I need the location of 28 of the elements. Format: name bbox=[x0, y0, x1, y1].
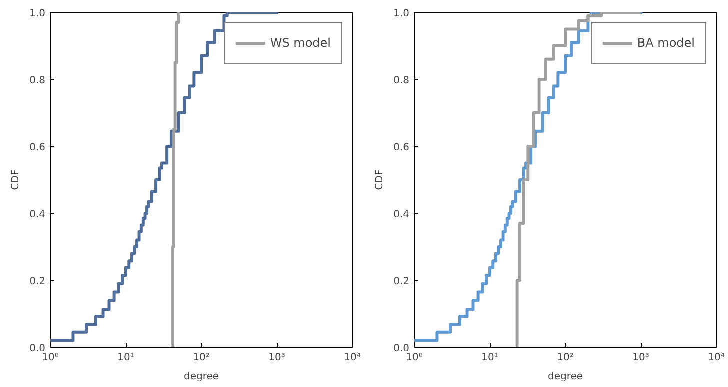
x-tick-label: 10³ bbox=[632, 352, 650, 364]
legend-label: WS model bbox=[270, 36, 331, 50]
y-tick-label: 0.4 bbox=[394, 210, 410, 220]
x-tick-label: 10² bbox=[557, 352, 574, 364]
y-tick-label: 0.2 bbox=[394, 276, 410, 288]
y-tick-label: 1.0 bbox=[30, 8, 46, 20]
x-tick-label: 10⁰ bbox=[406, 352, 423, 364]
x-tick-label: 10⁰ bbox=[42, 352, 59, 364]
y-axis-title: CDF bbox=[374, 170, 386, 190]
x-tick-label: 10⁴ bbox=[708, 352, 725, 364]
y-tick-label: 0.6 bbox=[30, 142, 46, 154]
x-axis-title: degree bbox=[548, 372, 584, 382]
y-tick-label: 0.0 bbox=[394, 344, 410, 354]
x-axis-title: degree bbox=[184, 372, 220, 382]
x-tick-label: 10⁴ bbox=[344, 352, 361, 364]
y-tick-label: 0.4 bbox=[30, 210, 46, 220]
y-tick-label: 0.8 bbox=[394, 76, 410, 86]
y-tick-label: 0.2 bbox=[30, 276, 46, 288]
y-axis-title: CDF bbox=[10, 170, 22, 190]
y-tick-label: 0.6 bbox=[394, 142, 410, 154]
y-tick-label: 0.8 bbox=[30, 76, 46, 86]
x-tick-label: 10² bbox=[193, 352, 210, 364]
y-tick-label: 1.0 bbox=[394, 8, 410, 20]
y-tick-label: 0.0 bbox=[30, 344, 46, 354]
x-tick-label: 10¹ bbox=[482, 352, 498, 364]
x-tick-label: 10³ bbox=[268, 352, 286, 364]
x-tick-label: 10¹ bbox=[118, 352, 134, 364]
legend-label: BA model bbox=[637, 36, 695, 50]
